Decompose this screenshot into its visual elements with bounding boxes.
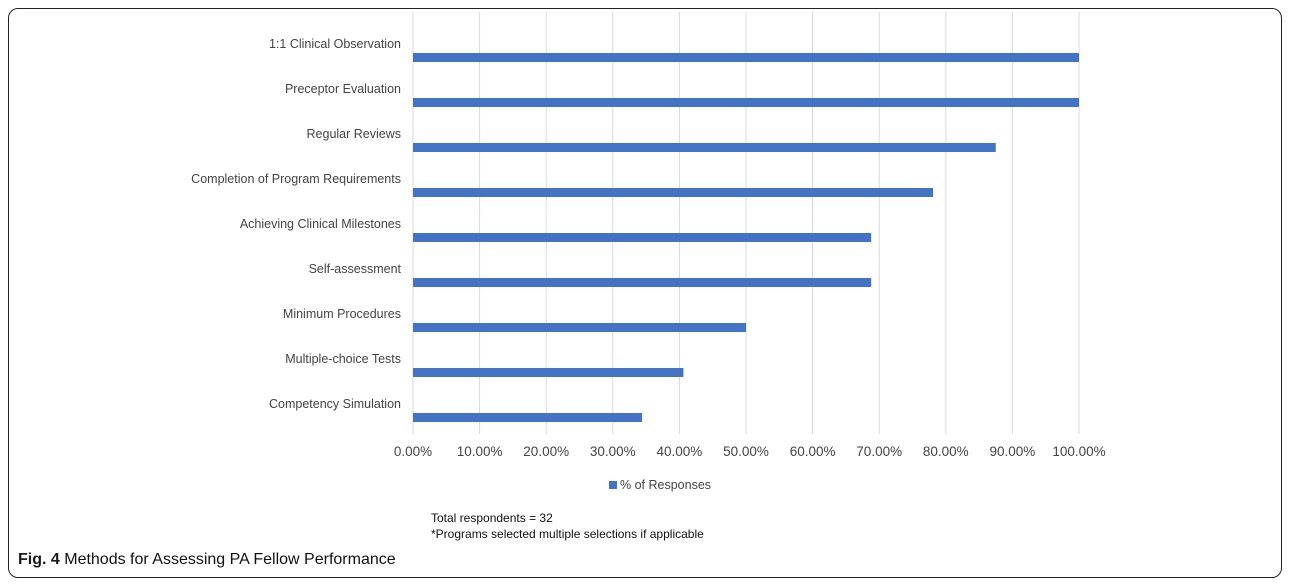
bar <box>413 53 1079 62</box>
x-tick-label: 20.00% <box>523 444 569 459</box>
x-tick-label: 30.00% <box>590 444 636 459</box>
figure-caption: Fig. 4 Methods for Assessing PA Fellow P… <box>18 551 396 569</box>
category-label: Regular Reviews <box>307 127 401 141</box>
total-respondents-note: Total respondents = 32 <box>431 511 553 525</box>
chart-notes: Total respondents = 32 *Programs selecte… <box>431 510 704 542</box>
category-label: 1:1 Clinical Observation <box>269 37 401 51</box>
category-label: Preceptor Evaluation <box>285 82 401 96</box>
x-tick-label: 60.00% <box>790 444 836 459</box>
x-tick-label: 70.00% <box>856 444 902 459</box>
x-tick-labels: 0.00% 10.00% 20.00% 30.00% 40.00% 50.00% 60.00… <box>394 444 1106 459</box>
bar <box>413 233 872 242</box>
bar <box>413 98 1079 107</box>
x-tick-label: 90.00% <box>990 444 1036 459</box>
x-tick-label: 10.00% <box>457 444 503 459</box>
multiple-selections-note: *Programs selected multiple selections i… <box>431 527 704 541</box>
bar <box>413 143 996 152</box>
x-tick-label: 50.00% <box>723 444 769 459</box>
bars <box>413 53 1079 422</box>
gridlines <box>412 12 1080 434</box>
bar <box>413 278 872 287</box>
category-label: Achieving Clinical Milestones <box>240 217 401 231</box>
category-label: Completion of Program Requirements <box>191 172 401 186</box>
x-tick-label: 40.00% <box>657 444 703 459</box>
category-label: Multiple-choice Tests <box>285 352 401 366</box>
x-tick-label: 0.00% <box>394 444 432 459</box>
bar <box>413 368 684 377</box>
legend-label: % of Responses <box>620 478 711 492</box>
figure-caption-text: Methods for Assessing PA Fellow Performa… <box>64 551 396 568</box>
category-label: Competency Simulation <box>269 397 401 411</box>
legend: % of Responses <box>609 478 711 492</box>
figure-label: Fig. 4 <box>18 551 60 568</box>
bar <box>413 413 643 422</box>
bar <box>413 323 746 332</box>
x-tick-label: 80.00% <box>923 444 969 459</box>
legend-swatch <box>609 481 617 489</box>
category-labels: 1:1 Clinical Observation Preceptor Evalua… <box>191 37 401 411</box>
bar <box>413 188 934 197</box>
category-label: Self-assessment <box>309 262 402 276</box>
x-tick-label: 100.00% <box>1052 444 1105 459</box>
category-label: Minimum Procedures <box>283 307 401 321</box>
